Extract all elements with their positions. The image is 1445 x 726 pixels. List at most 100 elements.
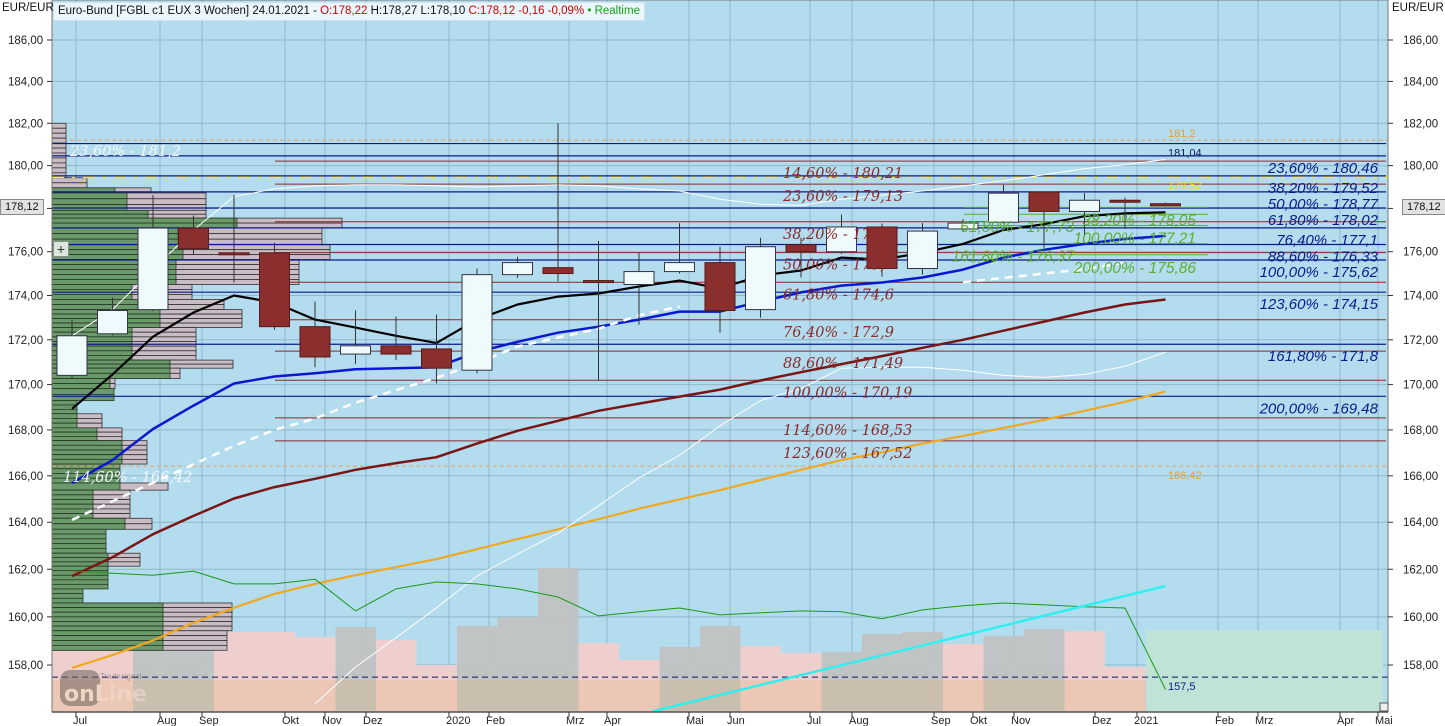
volume-profile-bar-green — [52, 538, 107, 545]
volume-bar — [943, 644, 984, 712]
fib-label-red: 100,00% - 170,19 — [783, 385, 912, 401]
fib-label-blue: 88,60% - 176,33 — [1268, 249, 1379, 266]
volume-profile-bar-green — [52, 552, 109, 558]
volume-profile-bar-green — [52, 630, 164, 637]
level-value-marker: 157,5 — [1168, 681, 1196, 693]
fib-label-green: 61,80% - 177,73 — [960, 219, 1074, 236]
volume-bar — [1105, 667, 1146, 712]
volume-profile-bar-total — [52, 162, 67, 169]
candle-bearish — [704, 262, 736, 311]
x-tick-label: 2021 — [1134, 715, 1158, 726]
fib-label-red: 76,40% - 172,9 — [783, 325, 894, 341]
x-tick-label: Aug — [157, 715, 177, 726]
volume-bar — [1064, 631, 1105, 712]
candle-bearish — [542, 267, 574, 275]
y-tick-label-left: 164,00 — [8, 517, 43, 529]
fib-label-green: 100,00% - 177,21 — [1074, 230, 1196, 247]
y-tick-label-left: 160,00 — [8, 612, 43, 624]
series-line-orange — [71, 390, 1166, 669]
candle-bearish — [866, 226, 898, 270]
volume-bar — [497, 617, 538, 712]
volume-profile-bar-green — [52, 616, 164, 622]
volume-bar — [457, 626, 498, 712]
y-tick-label-right: 176,00 — [1403, 247, 1438, 259]
logo-text: onLine — [64, 682, 147, 707]
fib-label-green: 38,20% - 178,05 — [1082, 212, 1196, 229]
y-tick-label-right: 184,00 — [1403, 76, 1438, 88]
volume-profile-bar-green — [52, 503, 94, 510]
level-value-marker: 179,52 — [1168, 180, 1202, 192]
x-tick-label: Okt — [282, 715, 299, 726]
candle-bullish — [907, 230, 938, 270]
volume-profile-bar-total — [52, 137, 67, 144]
candle-bullish — [664, 262, 695, 273]
y-tick-label-left: 162,00 — [8, 564, 43, 576]
x-tick-label: Dez — [363, 715, 383, 726]
series-line-white_dashed — [71, 305, 680, 522]
realtime-indicator: • Realtime — [584, 5, 640, 17]
series-line-black — [71, 211, 1166, 410]
candle-bearish — [259, 252, 290, 328]
trendline-cyan — [652, 584, 1166, 712]
volume-profile-bar-green — [52, 602, 164, 609]
volume-profile-bar-green — [52, 588, 84, 595]
candle-bullish — [826, 226, 857, 253]
volume-profile-bar-green — [52, 565, 109, 572]
x-tick-label: Sep — [199, 715, 219, 726]
fib-label-blue: 161,80% - 171,8 — [1268, 348, 1379, 365]
fib-label-blue: 76,40% - 177,1 — [1276, 232, 1378, 249]
fib-label-red: 14,60% - 180,21 — [783, 166, 903, 182]
candle-bearish — [380, 345, 412, 355]
volume-bar — [254, 632, 295, 712]
fib-label-green: 200,00% - 175,86 — [1073, 260, 1197, 277]
volume-bar — [376, 640, 417, 712]
volume-profile-bar-green — [52, 431, 98, 437]
volume-profile-bar-green — [52, 528, 107, 535]
fib-label-blue: 100,00% - 175,62 — [1260, 264, 1379, 281]
series-line-white_lower — [314, 351, 1166, 705]
volume-profile-bar-green — [52, 579, 109, 585]
level-value-marker: 181,2 — [1168, 128, 1196, 140]
fib-label-blue: 123,60% - 174,15 — [1260, 296, 1379, 313]
fib-label-red: 114,60% - 168,53 — [783, 423, 912, 439]
candle-bullish — [97, 309, 128, 335]
y-tick-label-left: 172,00 — [8, 335, 43, 347]
volume-profile-bar-green — [52, 198, 128, 205]
volume-profile-bar-total — [52, 157, 67, 164]
zoom-plus-button[interactable]: + — [53, 241, 69, 257]
x-tick-label: 2020 — [446, 715, 470, 726]
y-tick-label-left: 158,00 — [8, 660, 43, 672]
y-tick-label-right: 172,00 — [1403, 335, 1438, 347]
x-tick-label: Mrz — [566, 715, 584, 726]
x-tick-label: Mai — [1375, 715, 1393, 726]
x-tick-label: Jul — [807, 715, 821, 726]
volume-profile-bar-total — [52, 182, 88, 189]
resize-handle-icon — [1379, 702, 1389, 712]
y-tick-label-right: 170,00 — [1403, 380, 1438, 392]
candle-bearish — [785, 244, 817, 253]
volume-profile-bar-green — [52, 583, 109, 590]
fib-label-green: 161,80% - 176,37 — [952, 249, 1076, 266]
candle-bullish — [1069, 199, 1100, 212]
fib-label-blue: 200,00% - 169,48 — [1259, 400, 1379, 417]
fib-label-red: 61,80% - 174,6 — [783, 287, 894, 303]
x-tick-label: Mai — [686, 715, 704, 726]
x-tick-label: Jun — [727, 715, 745, 726]
fib-label-blue: 23,60% - 180,46 — [1267, 160, 1379, 177]
logo-badge — [60, 670, 100, 706]
x-tick-label: Sep — [931, 715, 951, 726]
y-tick-label-left: 176,00 — [8, 247, 43, 259]
volume-profile-bar-green — [52, 607, 164, 613]
volume-profile-bar-green — [52, 449, 123, 456]
y-tick-label-right: 180,00 — [1403, 161, 1438, 173]
y-tick-label-left: 186,00 — [8, 35, 43, 47]
volume-bar — [538, 568, 579, 712]
candle-bearish — [299, 326, 331, 358]
instrument-header: Euro-Bund [FGBL c1 EUX 3 Wochen] 24.01.2… — [53, 2, 645, 21]
fib-label-blue: 50,00% - 178,77 — [1268, 196, 1379, 213]
volume-profile-bar-green — [52, 489, 94, 496]
volume-profile-bar-green — [52, 533, 107, 540]
series-line-blue — [71, 234, 1166, 485]
